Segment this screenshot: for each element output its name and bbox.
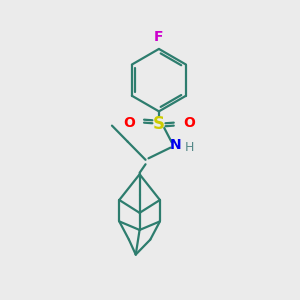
Text: S: S — [153, 115, 165, 133]
Text: O: O — [123, 116, 135, 130]
Text: N: N — [169, 138, 181, 152]
Text: F: F — [154, 30, 164, 44]
Text: O: O — [183, 116, 195, 130]
Text: H: H — [185, 140, 194, 154]
